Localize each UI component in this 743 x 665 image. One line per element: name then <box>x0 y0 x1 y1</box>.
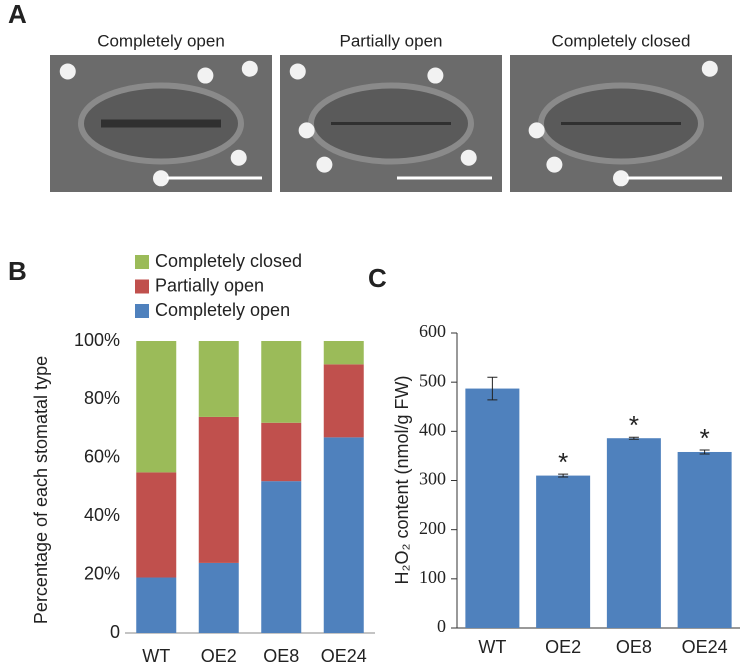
y-tick-label: 400 <box>419 419 446 439</box>
bar-segment <box>136 341 177 473</box>
y-tick-label: 100% <box>74 330 120 350</box>
y-axis-label: H₂O₂ content (nmol/g FW) <box>392 375 412 584</box>
particle <box>59 63 76 80</box>
bar-segment <box>136 577 177 633</box>
legend-swatch <box>135 279 149 294</box>
bar <box>606 438 661 628</box>
y-tick-label: 200 <box>419 518 446 538</box>
bar-segment <box>198 341 239 417</box>
x-tick-label: OE8 <box>616 637 652 657</box>
bar-segment <box>198 562 239 633</box>
particle <box>298 122 315 139</box>
legend-label: Completely open <box>155 300 290 320</box>
bar-segment <box>198 416 239 563</box>
particle <box>230 149 247 166</box>
bar-segment <box>261 481 302 633</box>
image-title: Completely open <box>97 31 225 50</box>
error-bar <box>487 376 498 401</box>
y-tick-label: 100 <box>419 567 446 587</box>
panel-letter: C <box>368 263 387 293</box>
x-tick-label: WT <box>142 646 170 665</box>
y-tick-label: 80% <box>84 388 120 408</box>
particle <box>460 149 477 166</box>
particle <box>316 156 333 173</box>
particle <box>197 67 214 84</box>
legend-label: Partially open <box>155 275 264 295</box>
x-tick-label: OE2 <box>201 646 237 665</box>
x-tick-label: OE2 <box>545 637 581 657</box>
y-tick-label: 300 <box>419 469 446 489</box>
legend-label: Completely closed <box>155 251 302 271</box>
bar-segment <box>136 472 177 578</box>
particle <box>289 63 306 80</box>
y-axis-label: Percentage of each stomatal type <box>31 356 51 624</box>
image-title: Partially open <box>339 31 442 50</box>
bar <box>465 388 520 628</box>
particle <box>613 170 629 187</box>
significance: * <box>558 447 568 477</box>
error-bar <box>628 436 639 440</box>
y-tick-label: 40% <box>84 505 120 525</box>
legend-swatch <box>135 255 149 269</box>
legend-swatch <box>135 304 149 318</box>
bar-segment <box>261 341 302 423</box>
error-bar <box>699 449 710 455</box>
x-tick-label: OE8 <box>263 646 299 665</box>
bar-segment <box>323 341 364 365</box>
x-tick-label: WT <box>478 637 506 657</box>
particle <box>546 156 563 173</box>
particle <box>241 60 258 77</box>
panel-letter: B <box>8 256 27 286</box>
bar-segment <box>323 364 364 438</box>
error-bar <box>558 473 569 478</box>
particle <box>528 122 545 139</box>
y-tick-label: 0 <box>437 616 446 636</box>
significance: * <box>629 410 639 440</box>
particle <box>153 170 169 187</box>
bar-segment <box>323 437 364 633</box>
y-tick-label: 0 <box>110 622 120 642</box>
y-tick-label: 60% <box>84 447 120 467</box>
panel-letter: A <box>8 0 27 29</box>
image-title: Completely closed <box>552 31 691 50</box>
particle <box>701 60 718 77</box>
bar-segment <box>261 422 302 482</box>
significance: * <box>700 423 710 453</box>
y-tick-label: 20% <box>84 563 120 583</box>
particle <box>427 67 444 84</box>
bar <box>536 475 591 628</box>
bar <box>677 451 732 628</box>
y-tick-label: 500 <box>419 370 446 390</box>
x-tick-label: OE24 <box>682 637 728 657</box>
y-tick-label: 600 <box>419 321 446 341</box>
x-tick-label: OE24 <box>321 646 367 665</box>
